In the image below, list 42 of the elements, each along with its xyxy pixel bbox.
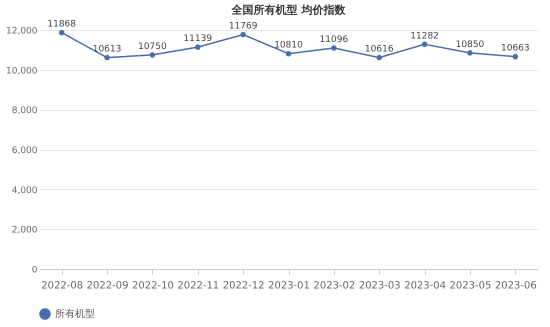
data-label: 11282 <box>410 31 439 42</box>
x-tick-label: 2022-08 <box>41 280 84 292</box>
data-label: 11096 <box>320 35 348 46</box>
x-tick-label: 2023-04 <box>404 280 446 292</box>
data-label: 11868 <box>47 20 76 30</box>
data-label: 10613 <box>92 44 122 55</box>
y-tick-label: 12,000 <box>6 26 38 36</box>
point <box>512 54 518 60</box>
point <box>376 54 382 60</box>
point <box>331 45 337 51</box>
y-tick-label: 0 <box>32 266 38 276</box>
point <box>286 50 292 56</box>
y-tick-label: 8,000 <box>12 106 38 116</box>
x-tick-label: 2023-03 <box>358 280 401 292</box>
data-label: 10750 <box>138 42 167 52</box>
data-label: 11139 <box>183 34 212 44</box>
data-label: 10810 <box>274 40 304 51</box>
chart-title: 全国所有机型 均价指数 <box>230 4 346 17</box>
x-tick-label: 2022-12 <box>222 280 265 292</box>
data-label: 11769 <box>228 22 258 32</box>
y-tick-label: 6,000 <box>12 146 38 156</box>
x-tick-label: 2022-11 <box>177 280 220 292</box>
point <box>467 50 473 56</box>
point <box>150 52 156 58</box>
data-label: 10663 <box>501 44 530 54</box>
point <box>195 44 201 50</box>
point <box>58 30 64 36</box>
x-tick-label: 2023-05 <box>450 280 492 292</box>
y-tick-label: 4,000 <box>12 186 38 196</box>
data-label: 10850 <box>456 40 485 50</box>
legend-label: 所有机型 <box>55 308 95 320</box>
point <box>104 54 110 60</box>
point <box>422 42 428 48</box>
x-tick-label: 2023-06 <box>494 280 537 292</box>
x-tick-label: 2023-02 <box>313 280 356 292</box>
x-tick-label: 2022-09 <box>86 280 128 292</box>
x-tick-label: 2023-01 <box>268 280 310 292</box>
y-tick-label: 10,000 <box>6 66 38 76</box>
point <box>240 32 246 38</box>
y-tick-label: 2,000 <box>12 226 38 236</box>
x-tick-label: 2022-10 <box>132 280 174 292</box>
data-label: 10616 <box>364 44 394 55</box>
